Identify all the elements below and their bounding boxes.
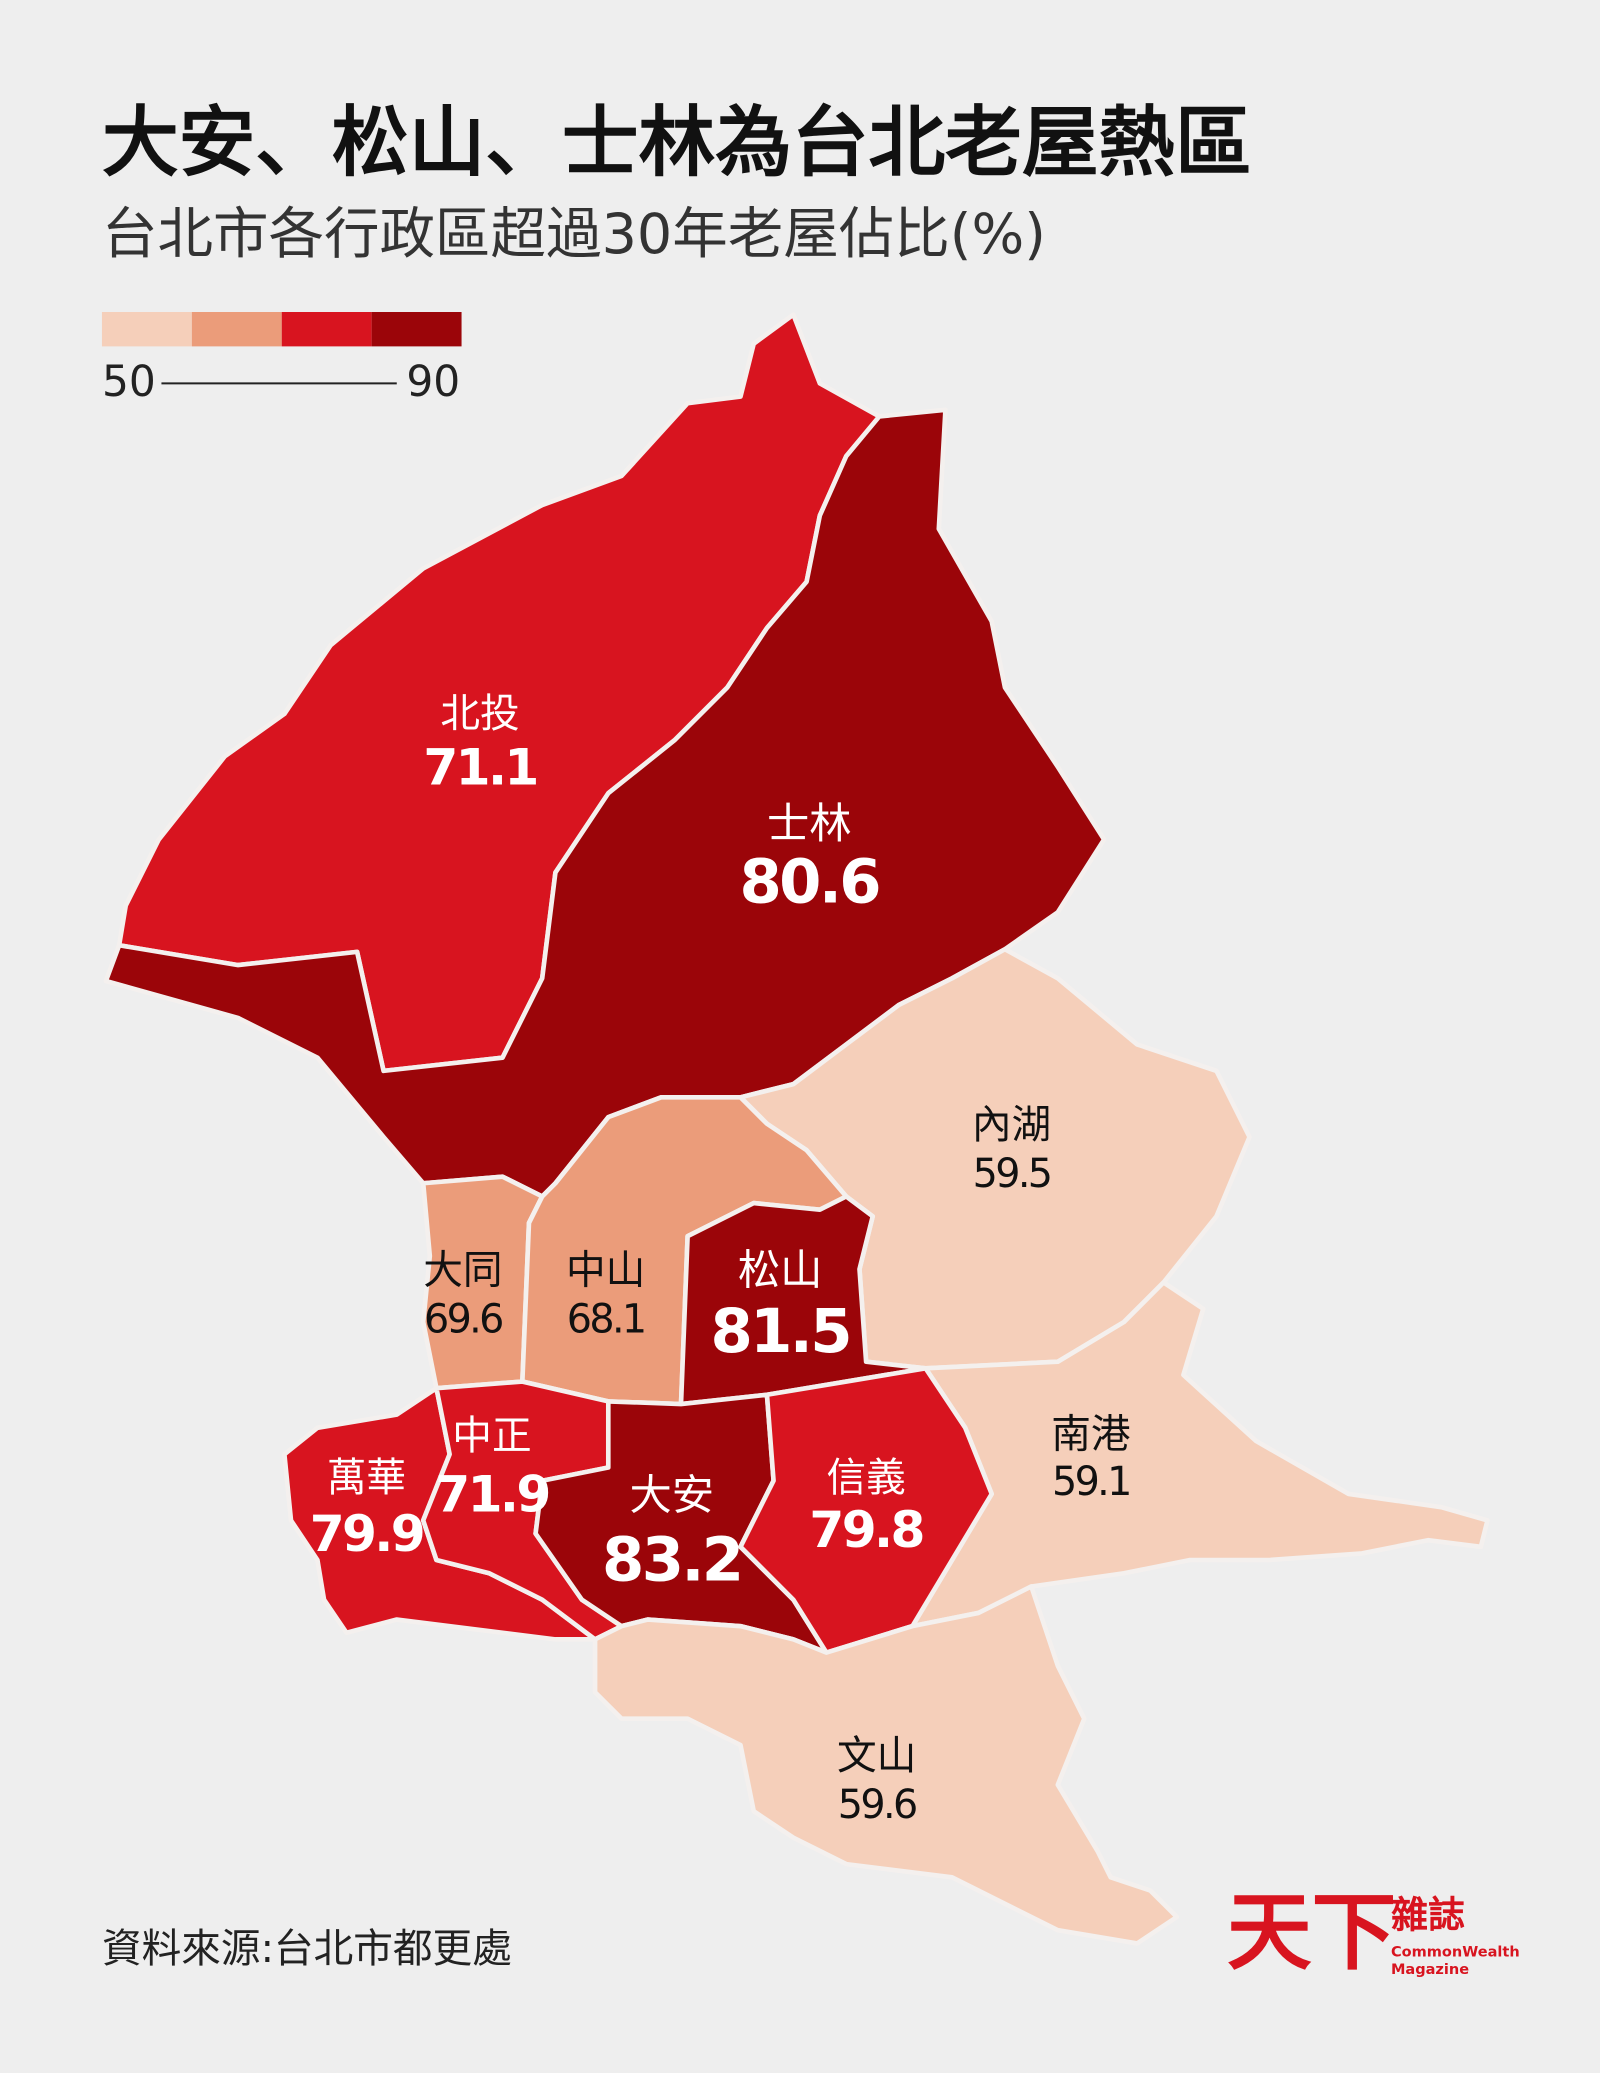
district-name: 大同 — [423, 1248, 502, 1294]
district-name: 萬華 — [327, 1455, 406, 1501]
district-name: 信義 — [826, 1455, 905, 1501]
legend-swatch — [191, 312, 282, 347]
source: 資料來源:台北市都更處 — [102, 1926, 512, 1972]
legend-max: 90 — [406, 357, 460, 406]
logo-line2: Magazine — [1391, 1962, 1469, 1978]
label-layer: 北投71.1士林80.6內湖59.5大同69.6中山68.1松山81.5南港59… — [310, 691, 1133, 1828]
legend-swatch — [101, 312, 192, 347]
district-name: 內湖 — [972, 1102, 1051, 1148]
district-layer — [103, 312, 1490, 1946]
subtitle: 台北市各行政區超過30年老屋佔比(%) — [102, 202, 1046, 267]
legend-swatch — [281, 312, 372, 347]
district-value: 81.5 — [710, 1297, 849, 1367]
district-value: 80.6 — [740, 847, 880, 917]
district-value: 71.9 — [435, 1464, 548, 1523]
district-name: 大安 — [629, 1470, 714, 1519]
district-name: 文山 — [837, 1733, 916, 1779]
district-name: 南港 — [1051, 1412, 1130, 1458]
legend-min: 50 — [102, 357, 156, 406]
district — [592, 1584, 1180, 1946]
logo-main: 天下 — [1227, 1883, 1396, 1982]
district-value: 59.5 — [973, 1151, 1051, 1197]
district-name: 中山 — [566, 1248, 645, 1294]
district-value: 68.1 — [567, 1297, 645, 1343]
district-value: 69.6 — [424, 1297, 502, 1343]
district-value: 71.1 — [423, 737, 536, 796]
district-value: 59.1 — [1052, 1459, 1130, 1505]
district-value: 79.8 — [809, 1500, 922, 1559]
district-name: 中正 — [452, 1413, 531, 1459]
district — [738, 1366, 995, 1655]
district-name: 士林 — [767, 799, 852, 848]
district-value: 83.2 — [602, 1526, 741, 1596]
legend-swatch — [371, 312, 462, 347]
logo-line1: CommonWealth — [1391, 1945, 1520, 1961]
district-name: 北投 — [440, 691, 519, 737]
district-name: 松山 — [738, 1246, 823, 1295]
district-value: 79.9 — [310, 1504, 423, 1563]
title: 大安、松山、士林為台北老屋熱區 — [102, 99, 1252, 188]
legend — [101, 312, 462, 347]
district-value: 59.6 — [838, 1782, 916, 1828]
logo-side: 雜誌 — [1391, 1893, 1465, 1936]
